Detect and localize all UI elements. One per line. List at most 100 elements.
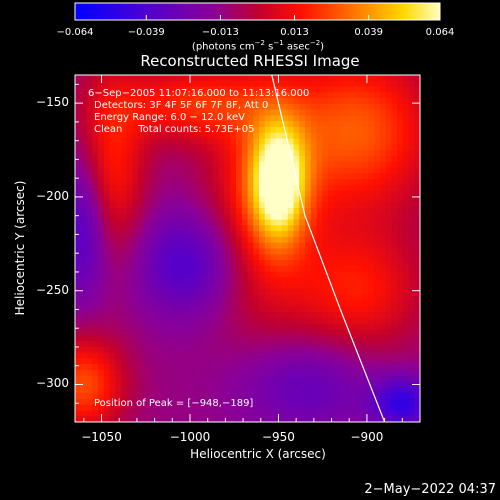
heatmap-cell (339, 381, 346, 388)
heatmap-cell (333, 155, 341, 163)
heatmap-cell (276, 150, 283, 157)
heatmap-cell (167, 219, 174, 226)
heatmap-cell (149, 150, 157, 157)
heatmap-cell (190, 190, 197, 198)
heatmap-cell (195, 219, 203, 226)
heatmap-cell (385, 288, 392, 296)
heatmap-cell (184, 323, 191, 331)
heatmap-cell (149, 213, 157, 221)
heatmap-cell (126, 341, 134, 348)
heatmap-cell (172, 231, 180, 238)
heatmap-cell (230, 190, 237, 198)
heatmap-cell (103, 127, 111, 134)
heatmap-cell (178, 393, 185, 400)
heatmap-cell (172, 346, 180, 354)
heatmap-cell (397, 127, 404, 134)
heatmap-cell (195, 242, 203, 250)
heatmap-cell (121, 236, 128, 244)
heatmap-cell (374, 150, 381, 157)
heatmap-cell (184, 132, 191, 140)
heatmap-cell (351, 335, 358, 342)
heatmap-cell (402, 225, 410, 232)
heatmap-cell (408, 202, 415, 209)
heatmap-cell (126, 202, 134, 209)
heatmap-cell (184, 202, 191, 209)
heatmap-cell (397, 393, 404, 400)
heatmap-cell (351, 375, 358, 383)
heatmap-cell (92, 393, 99, 400)
heatmap-cell (305, 179, 312, 186)
heatmap-cell (195, 387, 203, 394)
heatmap-cell (236, 242, 243, 250)
heatmap-cell (241, 254, 249, 261)
heatmap-cell (132, 300, 139, 307)
heatmap-cell (362, 75, 369, 82)
heatmap-cell (230, 393, 237, 400)
heatmap-cell (402, 231, 410, 238)
heatmap-cell (397, 231, 404, 238)
heatmap-cell (397, 306, 404, 313)
heatmap-cell (98, 173, 105, 180)
heatmap-cell (161, 190, 168, 198)
heatmap-cell (333, 254, 341, 261)
heatmap-cell (397, 132, 404, 140)
heatmap-cell (213, 404, 220, 412)
heatmap-cell (351, 80, 358, 88)
heatmap-cell (144, 179, 151, 186)
heatmap-cell (305, 208, 312, 215)
heatmap-cell (178, 312, 185, 319)
heatmap-cell (287, 86, 295, 93)
heatmap-cell (80, 248, 88, 255)
heatmap-cell (241, 410, 249, 417)
heatmap-cell (385, 167, 392, 174)
heatmap-cell (92, 196, 99, 203)
heatmap-cell (351, 231, 358, 238)
heatmap-cell (86, 179, 93, 186)
heatmap-cell (362, 352, 369, 359)
heatmap-cell (86, 196, 93, 203)
heatmap-cell (293, 254, 300, 261)
heatmap-cell (310, 109, 318, 117)
heatmap-cell (236, 323, 243, 331)
heatmap-cell (368, 92, 375, 99)
heatmap-cell (195, 196, 203, 203)
heatmap-cell (149, 86, 157, 93)
heatmap-cell (138, 346, 145, 354)
heatmap-cell (109, 410, 116, 417)
heatmap-cell (247, 196, 254, 203)
heatmap-cell (241, 387, 249, 394)
energy-range-annotation: Energy Range: 6.0 − 12.0 keV (94, 112, 245, 123)
heatmap-cell (368, 410, 375, 417)
heatmap-cell (322, 213, 329, 221)
heatmap-cell (408, 364, 415, 371)
heatmap-cell (351, 179, 358, 186)
heatmap-cell (247, 416, 254, 422)
heatmap-cell (109, 393, 116, 400)
heatmap-cell (259, 393, 266, 400)
heatmap-cell (224, 306, 231, 313)
heatmap-cell (80, 254, 88, 261)
heatmap-cell (184, 410, 191, 417)
heatmap-cell (115, 219, 122, 226)
heatmap-cell (351, 410, 358, 417)
heatmap-cell (316, 202, 323, 209)
heatmap-cell (80, 346, 88, 354)
heatmap-cell (402, 92, 410, 99)
heatmap-cell (333, 329, 341, 336)
heatmap-cell (98, 288, 105, 296)
heatmap-cell (132, 155, 139, 163)
heatmap-cell (264, 271, 272, 279)
heatmap-cell (351, 167, 358, 174)
heatmap-cell (276, 335, 283, 342)
heatmap-cell (218, 150, 226, 157)
heatmap-cell (109, 294, 116, 302)
heatmap-cell (333, 398, 341, 406)
heatmap-cell (144, 109, 151, 117)
heatmap-cell (126, 248, 134, 255)
heatmap-cell (414, 341, 420, 348)
heatmap-cell (356, 167, 364, 174)
heatmap-cell (132, 173, 139, 180)
heatmap-cell (213, 225, 220, 232)
heatmap-cell (293, 300, 300, 307)
heatmap-cell (144, 294, 151, 302)
